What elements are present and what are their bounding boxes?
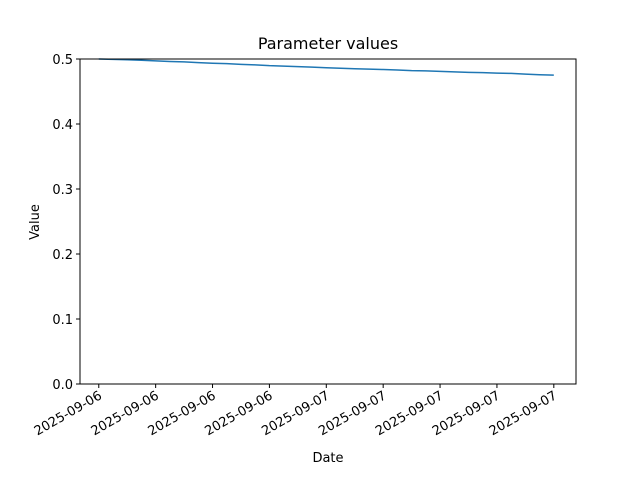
y-tick-label: 0.3	[52, 183, 73, 198]
y-tick-label: 0.0	[52, 378, 73, 393]
y-tick-label: 0.2	[52, 248, 73, 263]
y-tick-label: 0.1	[52, 313, 73, 328]
y-tick-label: 0.5	[52, 53, 73, 68]
x-axis-label: Date	[312, 451, 343, 466]
chart-title: Parameter values	[258, 34, 398, 53]
plot-frame	[79, 58, 577, 385]
line-series	[98, 58, 554, 76]
y-tick-label: 0.4	[52, 118, 73, 133]
y-axis-label: Value	[28, 204, 43, 240]
